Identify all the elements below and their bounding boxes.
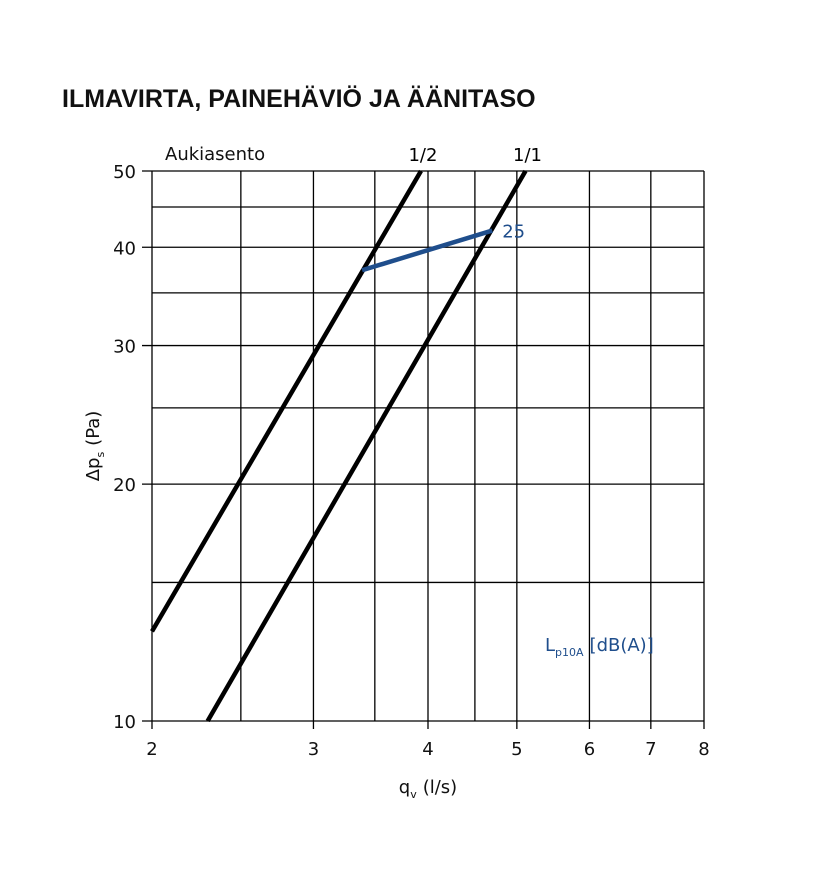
series-label: 1/2 xyxy=(408,145,437,166)
label-main: L xyxy=(545,635,555,656)
label-unit: (Pa) xyxy=(83,411,104,446)
label-sub: s xyxy=(94,452,107,458)
label-unit: [dB(A)] xyxy=(590,635,654,656)
series-line xyxy=(205,169,528,723)
axis-label: Lp10A [dB(A)] xyxy=(545,635,654,659)
chart-title: ILMAVIRTA, PAINEHÄVIÖ JA ÄÄNITASO xyxy=(62,84,536,113)
x-tick-label: 8 xyxy=(698,739,709,760)
axis-label: Δps (Pa) xyxy=(83,411,107,482)
axis-label: qv (l/s) xyxy=(399,777,457,801)
label-main: q xyxy=(399,777,410,798)
series-label: 25 xyxy=(502,222,525,243)
x-tick-label: 5 xyxy=(511,739,522,760)
y-axis-label: Δps (Pa) xyxy=(83,411,107,482)
label-unit: (l/s) xyxy=(423,777,458,798)
series-line xyxy=(361,228,493,273)
x-tick-label: 4 xyxy=(422,739,433,760)
y-tick-label: 50 xyxy=(113,162,136,183)
label-sub: p10A xyxy=(555,646,584,659)
y-tick-label: 30 xyxy=(113,337,136,358)
x-tick-label: 6 xyxy=(584,739,595,760)
label-sub: v xyxy=(410,788,417,801)
y-tick-label: 20 xyxy=(113,475,136,496)
series-line xyxy=(150,169,423,633)
x-tick-label: 7 xyxy=(645,739,656,760)
x-tick-label: 3 xyxy=(308,739,319,760)
x-tick-label: 2 xyxy=(146,739,157,760)
y-tick-label: 10 xyxy=(113,712,136,733)
series-label: 1/1 xyxy=(513,145,542,166)
annotation: Aukiasento xyxy=(165,144,265,165)
y-tick-label: 40 xyxy=(113,238,136,259)
label-main: Δp xyxy=(83,458,104,482)
